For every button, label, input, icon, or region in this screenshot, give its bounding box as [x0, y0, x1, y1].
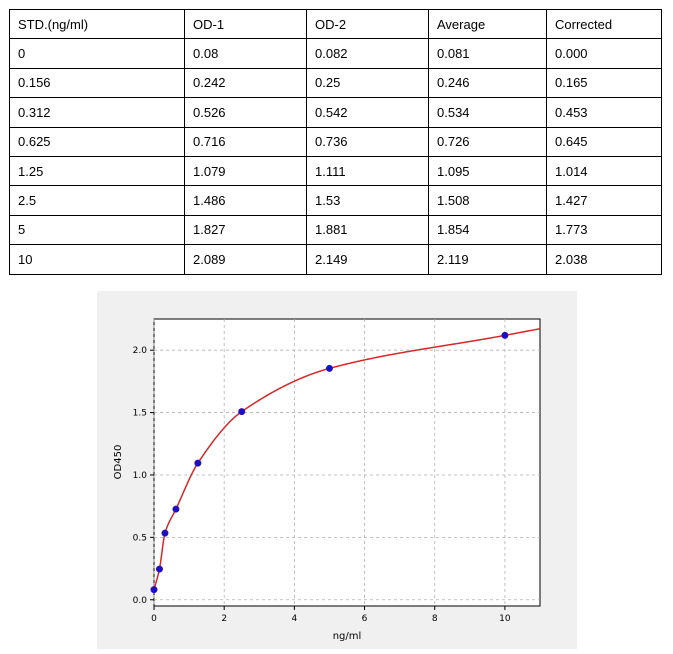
- table-row: 2.5 1.486 1.53 1.508 1.427: [9, 185, 662, 216]
- data-point: [172, 505, 180, 513]
- x-tick-label: 6: [362, 614, 368, 624]
- table-body: 0 0.08 0.082 0.081 0.000 0.156 0.242 0.2…: [9, 38, 662, 275]
- header-od1: OD-1: [184, 8, 307, 40]
- cell-corrected: 1.427: [546, 185, 662, 216]
- cell-od1: 0.716: [184, 126, 307, 157]
- cell-corrected: 1.773: [546, 214, 662, 246]
- x-axis-label: ng/ml: [333, 631, 362, 642]
- data-point: [155, 565, 163, 573]
- x-tick-label: 4: [291, 614, 297, 624]
- cell-od2: 0.736: [306, 126, 429, 157]
- cell-std: 1.25: [9, 155, 185, 187]
- cell-average: 0.726: [428, 126, 547, 157]
- data-point: [325, 364, 333, 372]
- cell-od2: 1.881: [306, 214, 429, 246]
- header-std: STD.(ng/ml): [9, 8, 185, 40]
- cell-std: 0: [9, 38, 185, 69]
- table-header-row: STD.(ng/ml) OD-1 OD-2 Average Corrected: [9, 8, 662, 40]
- chart-figure: 0 2 4 6 8 10 0.0 0.5 1.0 1.5 2.0 ng/ml OD450: [97, 291, 577, 649]
- table-row: 10 2.089 2.149 2.119 2.038: [9, 244, 662, 275]
- table-header: STD.(ng/ml) OD-1 OD-2 Average Corrected: [9, 8, 662, 40]
- cell-od2: 1.53: [306, 185, 429, 216]
- table-row: 0.312 0.526 0.542 0.534 0.453: [9, 97, 662, 128]
- y-tick-label: 0.5: [133, 533, 147, 543]
- cell-od2: 1.111: [306, 155, 429, 187]
- cell-corrected: 0.165: [546, 67, 662, 99]
- cell-average: 1.854: [428, 214, 547, 246]
- cell-od1: 1.079: [184, 155, 307, 187]
- cell-od2: 0.25: [306, 67, 429, 99]
- cell-corrected: 1.014: [546, 155, 662, 187]
- table-row: 0.156 0.242 0.25 0.246 0.165: [9, 67, 662, 99]
- cell-od1: 2.089: [184, 244, 307, 275]
- cell-std: 10: [9, 244, 185, 275]
- data-point: [194, 459, 202, 467]
- cell-average: 2.119: [428, 244, 547, 275]
- cell-od2: 2.149: [306, 244, 429, 275]
- cell-corrected: 0.000: [546, 38, 662, 69]
- grid-lines: [153, 319, 540, 606]
- table-row: 0 0.08 0.082 0.081 0.000: [9, 38, 662, 69]
- cell-std: 0.625: [9, 126, 185, 157]
- cell-od1: 0.08: [184, 38, 307, 69]
- header-corrected: Corrected: [546, 8, 662, 40]
- cell-corrected: 0.453: [546, 97, 662, 128]
- data-point: [501, 331, 509, 339]
- header-average: Average: [428, 8, 547, 40]
- y-tick-label: 0.0: [133, 596, 148, 606]
- cell-od1: 1.827: [184, 214, 307, 246]
- x-tick-label: 8: [432, 614, 438, 624]
- header-od2: OD-2: [306, 8, 429, 40]
- cell-average: 1.095: [428, 155, 547, 187]
- cell-average: 0.246: [428, 67, 547, 99]
- cell-corrected: 0.645: [546, 126, 662, 157]
- cell-od2: 0.082: [306, 38, 429, 69]
- cell-average: 0.081: [428, 38, 547, 69]
- cell-std: 5: [9, 214, 185, 246]
- cell-average: 0.534: [428, 97, 547, 128]
- data-points: [150, 331, 509, 594]
- table-row: 5 1.827 1.881 1.854 1.773: [9, 214, 662, 246]
- table-row: 0.625 0.716 0.736 0.726 0.645: [9, 126, 662, 157]
- plot-area: [153, 318, 541, 607]
- data-point: [238, 408, 246, 416]
- x-tick-label: 2: [221, 614, 227, 624]
- y-tick-label: 1.0: [133, 471, 148, 481]
- cell-od1: 1.486: [184, 185, 307, 216]
- cell-std: 2.5: [9, 185, 185, 216]
- x-tick-label: 10: [499, 614, 511, 624]
- axis-ticks: 0 2 4 6 8 10 0.0 0.5 1.0 1.5 2.0: [133, 346, 511, 624]
- cell-od2: 0.542: [306, 97, 429, 128]
- fit-curve: [153, 327, 541, 590]
- cell-corrected: 2.038: [546, 244, 662, 275]
- cell-average: 1.508: [428, 185, 547, 216]
- data-point: [161, 529, 169, 537]
- x-tick-label: 0: [151, 614, 157, 624]
- standard-curve-chart: 0 2 4 6 8 10 0.0 0.5 1.0 1.5 2.0 ng/ml OD450: [113, 318, 541, 642]
- cell-od1: 0.242: [184, 67, 307, 99]
- cell-std: 0.156: [9, 67, 185, 99]
- y-tick-label: 2.0: [133, 346, 148, 356]
- data-point: [150, 586, 158, 594]
- cell-std: 0.312: [9, 97, 185, 128]
- cell-od1: 0.526: [184, 97, 307, 128]
- standard-curve-table: STD.(ng/ml) OD-1 OD-2 Average Corrected …: [9, 8, 662, 275]
- y-tick-label: 1.5: [133, 409, 147, 419]
- table-row: 1.25 1.079 1.111 1.095 1.014: [9, 155, 662, 187]
- y-axis-label: OD450: [113, 445, 124, 480]
